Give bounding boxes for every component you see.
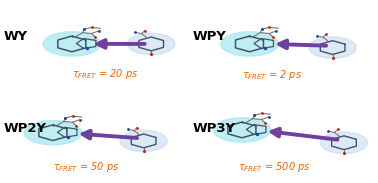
Ellipse shape [309,37,356,58]
Text: $\tau_{FRET}$ = 500 ps: $\tau_{FRET}$ = 500 ps [238,160,311,174]
Text: $\tau_{FRET}$ = 20 ps: $\tau_{FRET}$ = 20 ps [72,66,138,81]
Ellipse shape [127,33,175,55]
Ellipse shape [221,32,278,56]
Ellipse shape [120,130,167,152]
Text: WP3Y: WP3Y [193,122,236,135]
Text: WPY: WPY [193,30,227,43]
Text: WP2Y: WP2Y [4,122,47,135]
Ellipse shape [320,132,368,154]
Text: $\tau_{FRET}$ = 2 ps: $\tau_{FRET}$ = 2 ps [242,68,302,82]
Ellipse shape [213,118,271,142]
Text: $\tau_{FRET}$ = 50 ps: $\tau_{FRET}$ = 50 ps [53,160,119,174]
Ellipse shape [24,120,82,145]
Text: WY: WY [4,30,28,43]
Ellipse shape [43,32,101,56]
